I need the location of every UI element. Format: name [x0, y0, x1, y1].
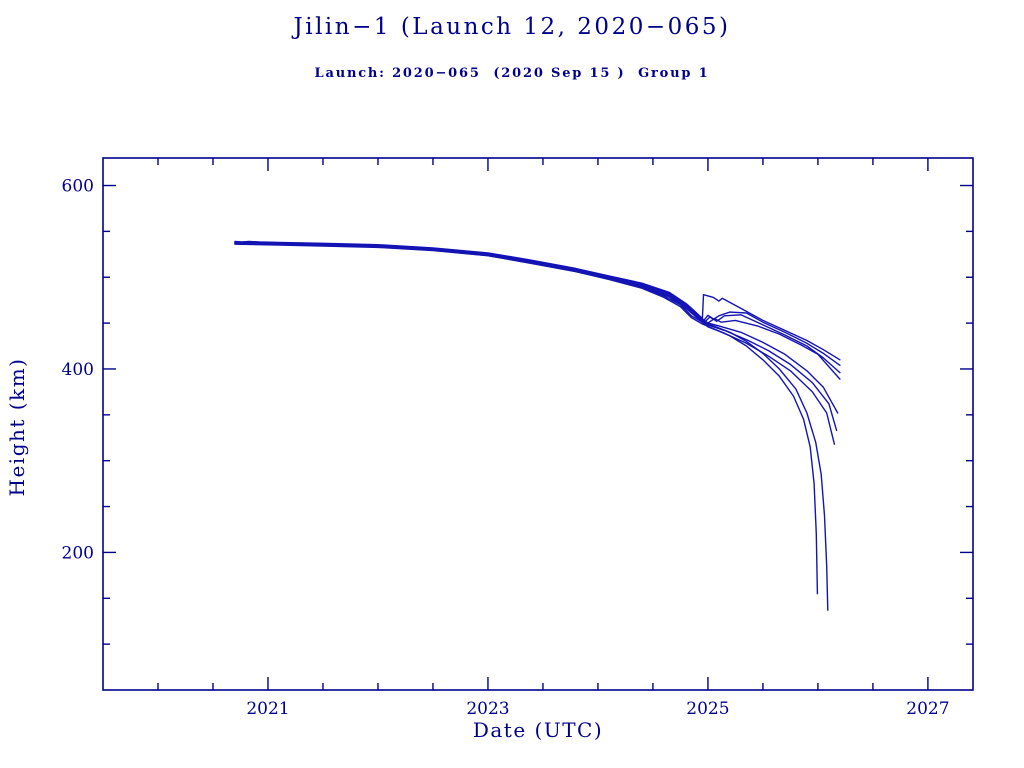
- decay-curve-object-6: [234, 243, 838, 432]
- decay-curve-object-1: [234, 240, 841, 361]
- decay-curve-object-8: [234, 243, 819, 595]
- decay-curve-object-9: [234, 242, 829, 611]
- x-tick-label: 2027: [906, 699, 949, 719]
- x-axis-label: Date (UTC): [472, 718, 604, 742]
- x-tick-label: 2021: [246, 699, 289, 719]
- y-axis-label: Height (km): [5, 357, 29, 497]
- y-tick-label: 200: [62, 543, 94, 563]
- decay-curve-object-2: [234, 241, 841, 366]
- y-tick-label: 600: [62, 177, 94, 197]
- plot-subtitle: Launch: 2020−065 (2020 Sep 15 ) Group 1: [314, 66, 710, 81]
- decay-curve-object-5: [234, 242, 839, 414]
- x-tick-label: 2025: [686, 699, 729, 719]
- x-tick-label: 2023: [466, 699, 509, 719]
- plot-title: Jilin−1 (Launch 12, 2020−065): [293, 14, 731, 40]
- plot-frame: [102, 157, 974, 691]
- y-tick-label: 400: [62, 360, 94, 380]
